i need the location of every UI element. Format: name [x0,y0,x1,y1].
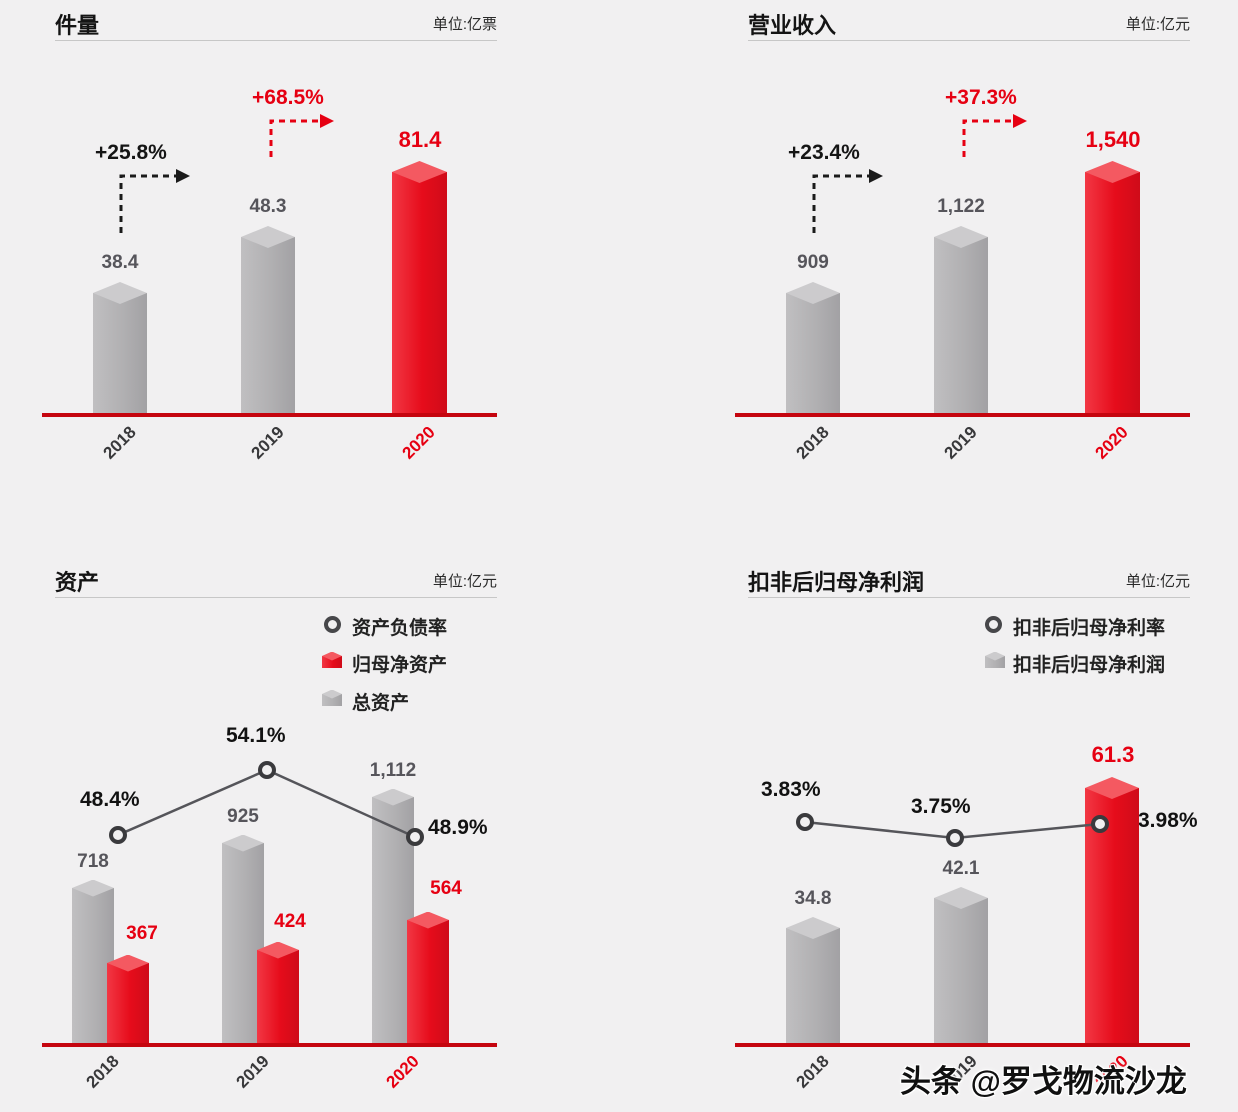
ratio-label-2020: 48.9% [428,816,488,839]
margin-label-2018: 3.83% [761,778,821,801]
value-label-highlight: 1,540 [1085,127,1141,152]
growth-label-2019: +25.8% [95,141,167,164]
header-divider [55,40,497,41]
net-assets-label: 367 [126,923,158,944]
legend-item-margin: 扣非后归母净利率 [1013,618,1166,639]
x-label: 2018 [792,1051,833,1092]
legend-gray-bar-icon [322,689,342,706]
bar-2019 [934,887,988,1043]
unit-label: 单位:亿元 [432,573,497,590]
net-assets-bar-2019 [257,941,299,1043]
header-divider [748,40,1190,41]
bar-2018 [786,917,840,1043]
growth-label-2020: +37.3% [945,86,1017,109]
value-label: 38.4 [101,252,139,273]
x-axis [42,1043,497,1047]
chart-title: 扣非后归母净利润 [748,570,925,595]
net-assets-bar-2018 [107,954,149,1043]
unit-label: 单位:亿票 [432,16,497,33]
value-label: 1,122 [937,196,985,217]
legend-item-total-assets: 总资产 [352,693,410,714]
unit-label: 单位:亿元 [1125,16,1190,33]
legend-item-profit: 扣非后归母净利润 [1013,655,1166,676]
margin-label-2020: 3.98% [1138,809,1198,832]
margin-label-2019: 3.75% [911,795,971,818]
value-label: 909 [797,252,829,273]
chart-title: 营业收入 [748,13,837,38]
bar-2020-highlight [392,161,447,413]
value-label-highlight: 61.3 [1091,742,1135,767]
x-axis [42,413,497,417]
ratio-label-2019: 54.1% [226,724,286,747]
growth-label-2020: +68.5% [252,86,324,109]
legend-line-marker-icon [985,616,1002,633]
chart-title: 资产 [55,570,100,595]
unit-label: 单位:亿元 [1125,573,1190,590]
value-label-highlight: 81.4 [398,127,442,152]
legend-line-marker-icon [324,616,341,633]
total-assets-label: 718 [77,851,109,872]
header-divider [748,597,1190,598]
x-axis [735,413,1190,417]
value-label: 42.1 [942,858,980,879]
watermark: 头条 @罗戈物流沙龙 [900,1064,1187,1099]
net-assets-label: 564 [430,878,462,899]
legend-item-net-assets: 归母净资产 [352,655,448,676]
value-label: 34.8 [794,888,832,909]
legend-item-ratio: 资产负债率 [352,618,448,639]
bar-2020-highlight [1085,161,1140,413]
legend-gray-bar-icon [985,651,1005,668]
growth-label-2019: +23.4% [788,141,860,164]
header-divider [55,597,497,598]
legend-red-bar-icon [322,651,342,668]
bar-2019 [934,226,988,413]
chart-title: 件量 [55,13,100,38]
net-assets-bar-2020 [407,911,449,1043]
bar-2018 [93,282,147,413]
value-label: 48.3 [249,196,287,217]
bar-2019 [241,226,295,413]
x-axis [735,1043,1190,1047]
bar-2020-highlight [1085,777,1139,1043]
bar-2018 [786,282,840,413]
net-assets-label: 424 [274,911,306,932]
